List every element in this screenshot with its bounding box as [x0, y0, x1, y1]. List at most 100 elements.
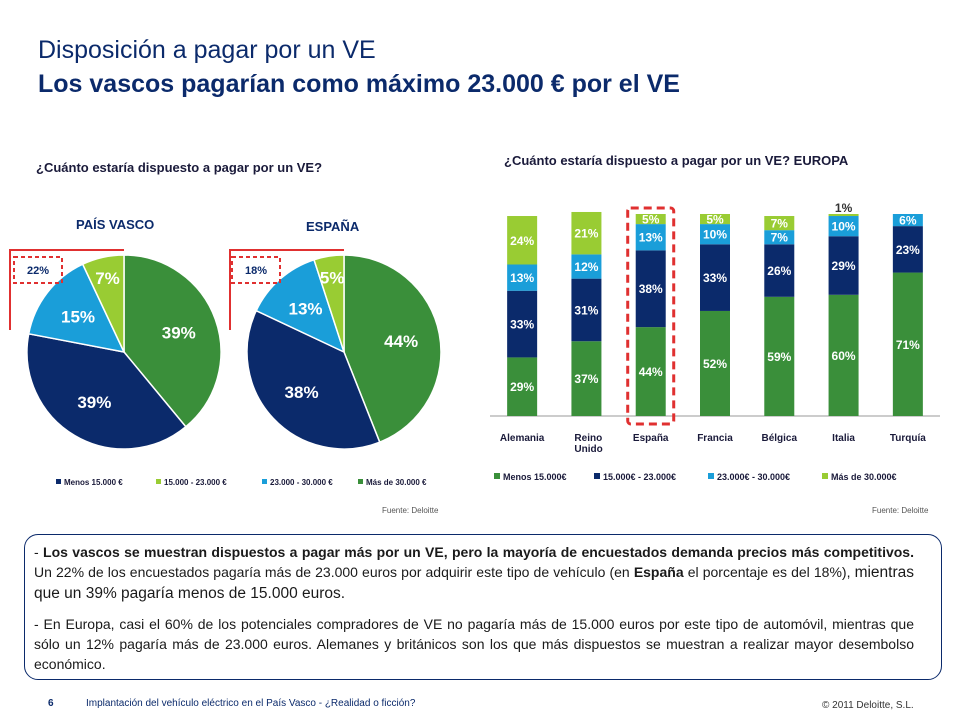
footer-title: Implantación del vehículo eléctrico en e… — [86, 698, 416, 709]
bar-0-label-2: 13% — [510, 271, 534, 285]
source-right: Fuente: Deloitte — [872, 506, 929, 515]
bar-2-label-0: 44% — [639, 365, 663, 379]
pie0-slice-1 — [26, 332, 187, 450]
bar-legend-label-1: 15.000€ - 23.000€ — [603, 472, 676, 482]
pie-legend-swatch-2 — [262, 479, 267, 484]
bar-5-seg-2 — [828, 216, 859, 237]
callout-bracket-espana — [229, 249, 344, 330]
pie0-slice-3 — [81, 254, 125, 353]
bar-category-1-line-1: Unido — [574, 444, 602, 455]
pie0-label-1: 39% — [77, 393, 111, 412]
bar-0-label-1: 33% — [510, 318, 534, 332]
page-number: 6 — [48, 698, 54, 709]
pie0-label-0: 39% — [162, 323, 196, 342]
page-subtitle: Los vascos pagarían como máximo 23.000 €… — [38, 70, 680, 98]
bar-3-seg-2 — [700, 224, 730, 245]
pie-legend-label-1: 15.000 - 23.000 € — [164, 478, 227, 487]
bar-category-5-line-0: Italia — [832, 433, 855, 444]
bar-category-4-line-0: Bélgica — [761, 433, 797, 444]
callout-box-espana — [231, 256, 281, 284]
bar-6-label-0: 71% — [896, 338, 920, 352]
pie1-label-0: 44% — [384, 332, 418, 351]
bullet-1-bold: Los vascos se muestran dispuestos a paga… — [43, 544, 914, 560]
bar-1-label-1: 31% — [574, 303, 598, 317]
bar-3-label-0: 52% — [703, 357, 727, 371]
bar-5-seg-0 — [828, 294, 859, 416]
bar-4-label-2: 7% — [771, 231, 789, 245]
bar-legend-label-0: Menos 15.000€ — [503, 472, 567, 482]
bar-6-seg-2 — [892, 214, 923, 227]
bar-0-seg-0 — [507, 357, 538, 416]
bar-5-seg-3 — [828, 214, 859, 217]
pie1-label-3: 5% — [320, 268, 345, 287]
bullet-1: - Los vascos se muestran dispuestos a pa… — [34, 544, 915, 602]
bar-3-seg-3 — [700, 214, 730, 225]
pie1-slice-3 — [313, 254, 345, 353]
bar-2-seg-2 — [635, 224, 666, 251]
summary-box — [24, 534, 942, 680]
pie-legend-label-2: 23.000 - 30.000 € — [270, 478, 333, 487]
bar-1-label-0: 37% — [574, 372, 598, 386]
bar-2-label-2: 13% — [639, 231, 663, 245]
bullet-1-text-a: Un 22% de los encuestados pagaría más de… — [34, 564, 630, 580]
bar-5-label-0: 60% — [832, 349, 856, 363]
bar-2-label-1: 38% — [639, 282, 663, 296]
bar-legend-label-3: Más de 30.000€ — [831, 472, 897, 482]
bar-1-label-2: 12% — [574, 260, 598, 274]
bar-2-seg-1 — [635, 250, 666, 328]
bar-1-seg-1 — [571, 278, 602, 342]
bar-4-label-1: 26% — [767, 264, 791, 278]
bar-3-label-3: 5% — [706, 213, 724, 227]
pie-legend-swatch-1 — [156, 479, 161, 484]
source-left: Fuente: Deloitte — [382, 506, 439, 515]
pie1-slice-1 — [246, 309, 381, 450]
bar-legend-swatch-1 — [594, 473, 600, 479]
bar-legend-swatch-3 — [822, 473, 828, 479]
bar-3-label-2: 10% — [703, 228, 727, 242]
bar-2-label-3: 5% — [642, 213, 660, 227]
bar-4-seg-1 — [764, 244, 795, 297]
pie-legend-swatch-0 — [56, 479, 61, 484]
bar-4-seg-0 — [764, 296, 795, 416]
bullet-1-text-b: el porcentaje es del 18%), — [687, 564, 851, 580]
bar-5-label-3: 1% — [835, 201, 853, 215]
copyright: © 2011 Deloitte, S.L. — [822, 700, 914, 711]
bar-3-seg-1 — [700, 244, 730, 311]
bar-2-seg-3 — [635, 214, 666, 225]
pie-legend-label-3: Más de 30.000 € — [366, 478, 427, 487]
bar-category-1-line-0: Reino — [574, 433, 602, 444]
bar-5-label-1: 29% — [832, 259, 856, 273]
bar-0-label-3: 24% — [510, 234, 534, 248]
bar-4-label-3: 7% — [771, 217, 789, 231]
bar-0-seg-1 — [507, 290, 538, 358]
bar-0-seg-3 — [507, 216, 538, 265]
bar-2-seg-0 — [635, 327, 666, 416]
bar-6-label-1: 23% — [896, 243, 920, 257]
bar-legend-swatch-0 — [494, 473, 500, 479]
bar-4-seg-2 — [764, 230, 795, 245]
pie0-slice-2 — [27, 263, 126, 354]
callout-box-pais-vasco — [13, 256, 63, 284]
bar-4-label-0: 59% — [767, 350, 791, 364]
right-question: ¿Cuánto estaría dispuesto a pagar por un… — [504, 153, 849, 168]
bar-5-label-2: 10% — [832, 220, 856, 234]
pie1-slice-0 — [343, 254, 442, 444]
pie-legend-label-0: Menos 15.000 € — [64, 478, 123, 487]
callout-bracket-pais-vasco — [9, 249, 124, 330]
left-question: ¿Cuánto estaría dispuesto a pagar por un… — [36, 160, 323, 175]
bullet-1-highlight: mientras que un 39% pagaría menos de 15.… — [34, 564, 915, 602]
bar-4-seg-3 — [764, 216, 795, 231]
bar-1-label-3: 21% — [574, 227, 598, 241]
callout-pais-vasco: 22% — [27, 265, 49, 277]
bar-category-0-line-0: Alemania — [500, 433, 545, 444]
pie-title-espana: ESPAÑA — [306, 219, 360, 234]
bar-category-3-line-0: Francia — [697, 433, 733, 444]
bar-3-label-1: 33% — [703, 271, 727, 285]
page-title: Disposición a pagar por un VE — [38, 36, 376, 64]
bar-0-label-0: 29% — [510, 380, 534, 394]
pie1-label-1: 38% — [285, 383, 319, 402]
bar-1-seg-0 — [571, 341, 602, 416]
bar-6-seg-1 — [892, 226, 923, 273]
bar-5-seg-1 — [828, 236, 859, 295]
